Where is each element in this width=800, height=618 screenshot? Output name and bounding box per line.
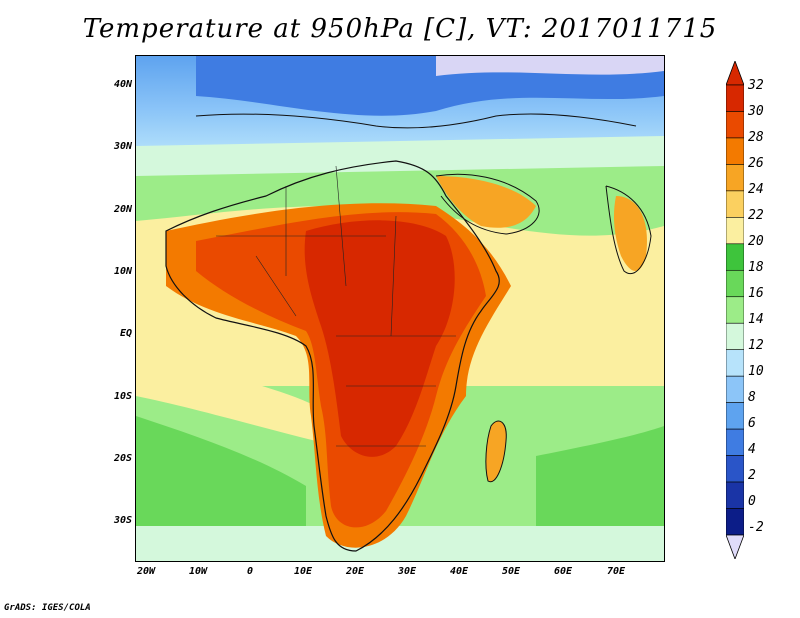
africa-hottest xyxy=(304,220,455,457)
lon-label-60e: 60E xyxy=(553,566,573,577)
colorbar-label-28: 28 xyxy=(748,130,764,145)
country-borders xyxy=(216,165,456,447)
lat-label-40n: 40N xyxy=(113,79,132,90)
grads-credit: GrADS: IGES/COLA xyxy=(4,603,91,613)
colorbar-segment xyxy=(726,508,744,536)
lon-label-30e: 30E xyxy=(397,566,417,577)
map-panel xyxy=(135,55,665,562)
temperature-map xyxy=(136,56,664,561)
colorbar-segment xyxy=(726,349,744,377)
colorbar-segment xyxy=(726,481,744,509)
lat-label-10n: 10N xyxy=(113,266,132,277)
chart-title: Temperature at 950hPa [C], VT: 201701171… xyxy=(82,14,718,44)
lat-label-eq: EQ xyxy=(119,328,132,339)
lat-label-10s: 10S xyxy=(113,391,132,402)
colorbar-label-30: 30 xyxy=(748,104,764,119)
lat-label-20s: 20S xyxy=(113,453,132,464)
india-warm xyxy=(613,196,647,271)
colorbar-label-0: 0 xyxy=(748,494,756,509)
lon-label-40e: 40E xyxy=(449,566,469,577)
colorbar-label-18: 18 xyxy=(748,260,764,275)
arabia-coastline xyxy=(435,173,540,235)
colorbar-label-10: 10 xyxy=(748,364,764,379)
lon-label-70e: 70E xyxy=(606,566,626,577)
lon-label-20e: 20E xyxy=(345,566,365,577)
colorbar-label-minus2: -2 xyxy=(748,520,764,535)
colorbar-segment xyxy=(726,455,744,483)
colorbar-segment xyxy=(726,322,744,351)
colorbar-label-20: 20 xyxy=(748,234,764,249)
colorbar-label-8: 8 xyxy=(748,390,756,405)
far-north-cold xyxy=(436,56,664,76)
colorbar-segment xyxy=(726,428,744,456)
mediterranean-coast xyxy=(195,113,637,129)
colorbar-segment xyxy=(726,296,744,324)
lon-label-20w: 20W xyxy=(136,566,156,577)
colorbar-label-26: 26 xyxy=(748,156,764,171)
colorbar-top-arrow xyxy=(726,61,744,86)
madagascar-coastline xyxy=(485,420,507,483)
lon-label-0: 0 xyxy=(246,566,254,577)
atlantic-warm-band xyxy=(136,346,316,441)
lat-label-30s: 30S xyxy=(113,515,132,526)
colorbar-segment xyxy=(726,164,744,192)
colorbar-label-16: 16 xyxy=(748,286,764,301)
colorbar-segment xyxy=(726,269,744,298)
colorbar-label-6: 6 xyxy=(748,416,756,431)
africa-coastline xyxy=(165,160,500,552)
south-atlantic-cool xyxy=(136,416,306,561)
colorbar-segment xyxy=(726,111,744,139)
colorbar-label-12: 12 xyxy=(748,338,764,353)
south-ocean-cold xyxy=(136,526,664,561)
arabia-warm xyxy=(436,176,536,228)
lon-label-10e: 10E xyxy=(293,566,313,577)
colorbar-segment xyxy=(726,190,744,218)
colorbar-label-4: 4 xyxy=(748,442,756,457)
colorbar-label-32: 32 xyxy=(748,78,764,93)
colorbar-segment xyxy=(726,137,744,165)
colorbar-bottom-arrow xyxy=(726,534,744,559)
colorbar-segment xyxy=(726,243,744,271)
colorbar-label-22: 22 xyxy=(748,208,764,223)
colorbar-segment xyxy=(726,402,744,430)
india-coastline xyxy=(605,185,652,274)
colorbar-segment xyxy=(726,217,744,245)
lon-label-10w: 10W xyxy=(188,566,208,577)
colorbar-segment xyxy=(726,375,744,403)
north-africa-cool xyxy=(136,136,664,176)
colorbar xyxy=(726,61,744,559)
lat-label-20n: 20N xyxy=(113,204,132,215)
colorbar-label-14: 14 xyxy=(748,312,764,327)
colorbar-label-2: 2 xyxy=(748,468,756,483)
colorbar-label-24: 24 xyxy=(748,182,764,197)
lon-label-50e: 50E xyxy=(501,566,521,577)
colorbar-segment xyxy=(726,84,744,112)
lat-label-30n: 30N xyxy=(113,141,132,152)
